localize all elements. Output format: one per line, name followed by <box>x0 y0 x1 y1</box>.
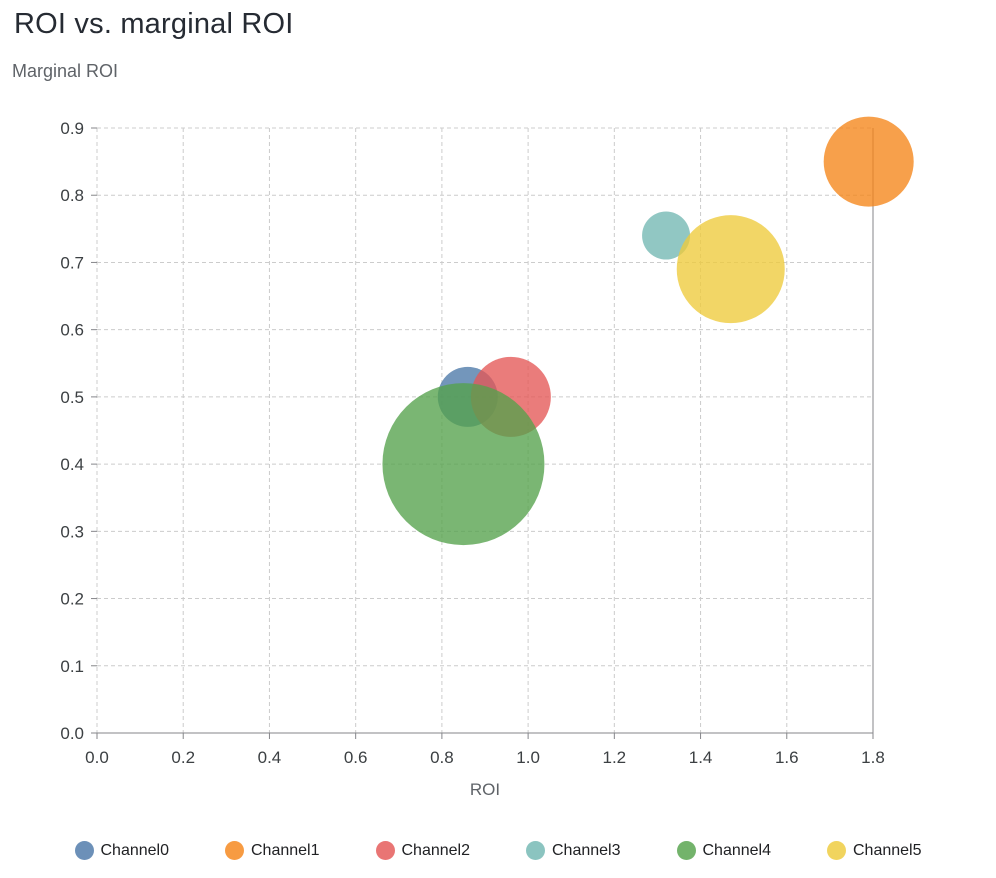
bubble-channel1 <box>823 116 914 207</box>
y-tick-label: 0.2 <box>60 590 84 609</box>
y-tick-label: 0.9 <box>60 119 84 138</box>
y-tick-label: 0.8 <box>60 186 84 205</box>
legend-label: Channel2 <box>401 841 471 859</box>
legend-swatch-icon <box>526 841 545 860</box>
chart-legend: Channel0 Channel1 Channel2 Channel3 Channel4… <box>0 841 996 860</box>
x-tick-label: 0.2 <box>171 748 195 767</box>
y-tick-label: 0.7 <box>60 253 84 272</box>
bubble-channel4 <box>382 383 545 546</box>
bubble-channel3 <box>642 211 691 260</box>
legend-label: Channel3 <box>552 841 621 859</box>
x-tick-label: 0.6 <box>344 748 368 767</box>
x-tick-label: 1.8 <box>861 748 885 767</box>
x-tick-label: 1.0 <box>516 748 540 767</box>
x-tick-label: 0.8 <box>430 748 454 767</box>
legend-label: Channel1 <box>251 841 320 859</box>
x-tick-label: 1.4 <box>689 748 713 767</box>
y-tick-label: 0.3 <box>60 522 84 541</box>
legend-item-channel1: Channel1 <box>225 841 320 860</box>
x-tick-label: 0.0 <box>85 748 109 767</box>
x-tick-label: 1.6 <box>775 748 799 767</box>
legend-label: Channel4 <box>702 841 772 859</box>
chart-title: ROI vs. marginal ROI <box>14 8 294 40</box>
legend-item-channel0: Channel0 <box>74 841 170 860</box>
legend-label: Channel5 <box>853 841 922 859</box>
y-axis-title: Marginal ROI <box>12 61 119 81</box>
legend-item-channel2: Channel2 <box>375 841 471 860</box>
x-axis-title: ROI <box>469 780 501 799</box>
legend-swatch-icon <box>74 841 94 860</box>
x-tick-label: 1.2 <box>603 748 627 767</box>
legend-swatch-icon <box>827 841 846 860</box>
y-tick-label: 0.6 <box>60 321 84 340</box>
tick-marks <box>91 127 874 739</box>
legend-swatch-icon <box>225 841 244 860</box>
legend-swatch-icon <box>375 841 395 860</box>
x-tick-label: 0.4 <box>258 748 282 767</box>
y-tick-label: 0.5 <box>60 388 84 407</box>
y-tick-label: 0.0 <box>60 724 84 743</box>
legend-item-channel5: Channel5 <box>827 841 922 860</box>
bubbles <box>382 116 914 546</box>
legend-item-channel3: Channel3 <box>526 841 621 860</box>
axis-domain <box>97 128 874 734</box>
bubble-chart: 0.0 0.2 0.4 0.6 0.8 1.0 1.2 1.4 1.6 1.8 0.0 0.1 0.2 0… <box>60 116 914 767</box>
legend-label: Channel0 <box>100 841 170 859</box>
y-tick-label: 0.1 <box>60 657 84 676</box>
legend-swatch-icon <box>676 841 696 860</box>
legend-item-channel4: Channel4 <box>676 841 772 860</box>
y-tick-label: 0.4 <box>60 455 84 474</box>
bubble-channel5 <box>676 215 785 324</box>
